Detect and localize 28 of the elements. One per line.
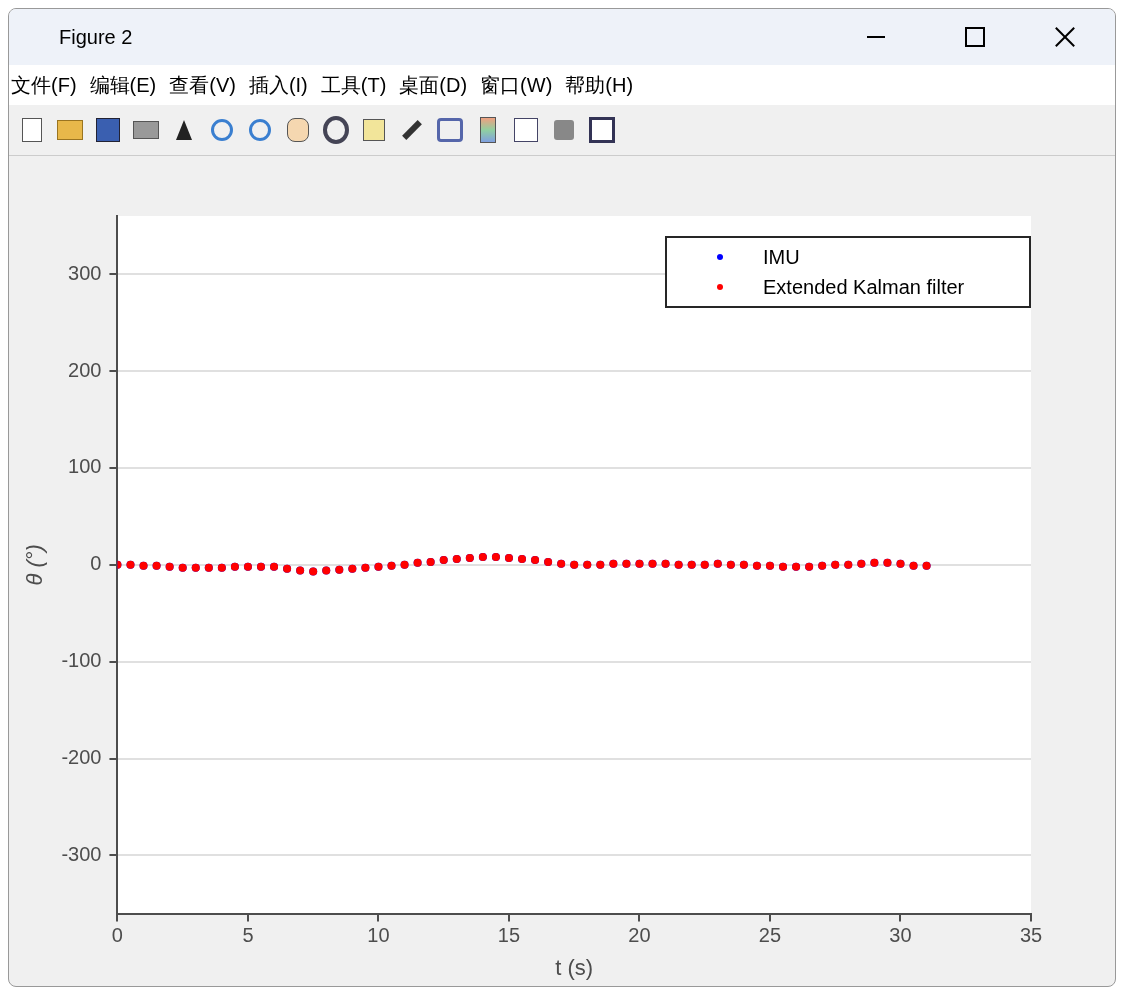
x-axis-title: t (s): [555, 954, 594, 980]
x-tick-label: 5: [242, 924, 254, 947]
x-tick-label: 35: [1019, 924, 1043, 947]
y-tick-label: 0: [90, 552, 102, 575]
text: 工具(T): [320, 72, 387, 98]
y-tick-label: 100: [68, 455, 102, 478]
y-tick-label: -300: [61, 842, 102, 865]
caption: Figure 2: [59, 25, 133, 49]
y-tick-label: 300: [68, 261, 102, 284]
text: 编辑(E): [89, 72, 157, 98]
legend-label: IMU: [763, 245, 800, 269]
legend-label: Extended Kalman filter: [763, 275, 965, 299]
text: 帮助(H): [565, 72, 634, 98]
x-tick-label: 15: [497, 924, 521, 947]
text: 桌面(D): [399, 72, 468, 98]
text: 查看(V): [169, 72, 236, 98]
x-tick-label: 10: [367, 924, 390, 947]
text: 窗口(W): [480, 72, 553, 98]
x-tick-label: 20: [628, 924, 651, 947]
y-axis-title: θ (°): [22, 544, 48, 586]
x-tick-label: 30: [889, 924, 912, 947]
x-tick-label: 25: [758, 924, 782, 947]
text: 文件(F): [11, 72, 77, 98]
y-tick-label: 200: [68, 358, 102, 381]
text: 插入(I): [248, 72, 308, 98]
x-tick-label: 0: [111, 924, 123, 947]
y-tick-label: -200: [61, 746, 102, 769]
y-tick-label: -100: [61, 649, 102, 672]
